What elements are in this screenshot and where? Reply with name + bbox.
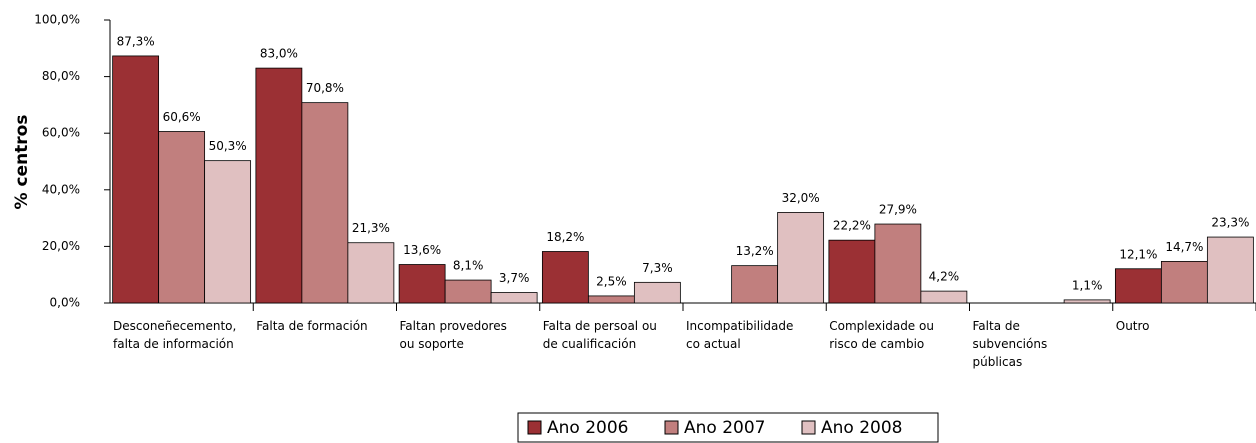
value-label: 13,2% [736, 244, 774, 258]
value-label: 14,7% [1165, 240, 1203, 254]
x-tick-label: Incompatibilidade co actual [686, 319, 793, 351]
bar [255, 67, 303, 304]
y-tick-label: 100,0% [34, 13, 80, 27]
bar [777, 212, 825, 304]
value-label: 32,0% [782, 191, 820, 205]
bar [1160, 260, 1208, 304]
value-label: 3,7% [499, 271, 530, 285]
value-label: 50,3% [209, 139, 247, 153]
value-label: 70,8% [306, 81, 344, 95]
bar [920, 290, 968, 304]
bar [587, 295, 635, 304]
x-tick-label: Complexidade ou risco de cambio [829, 319, 934, 351]
legend-box [517, 412, 939, 443]
x-tick-label: Outro [1116, 319, 1150, 333]
bar [158, 131, 206, 304]
value-label: 12,1% [1119, 247, 1157, 261]
legend-swatch [664, 420, 679, 435]
legend-label: Ano 2006 [547, 418, 628, 438]
bar [301, 102, 349, 304]
value-label: 22,2% [833, 219, 871, 233]
y-axis-label: % centros [12, 115, 32, 210]
value-label: 60,6% [163, 110, 201, 124]
bar [1063, 299, 1111, 304]
legend-swatch [527, 420, 542, 435]
y-tick-label: 40,0% [42, 182, 80, 196]
value-label: 7,3% [642, 261, 673, 275]
bar [204, 160, 252, 304]
y-tick-label: 20,0% [42, 239, 80, 253]
bar [112, 55, 160, 304]
value-label: 27,9% [879, 203, 917, 217]
value-label: 4,2% [929, 270, 960, 284]
value-label: 13,6% [403, 243, 441, 257]
x-tick-label: Falta de formación [256, 319, 367, 333]
value-label: 83,0% [260, 47, 298, 61]
y-tick-label: 0,0% [50, 296, 81, 310]
bar [398, 264, 446, 304]
bar [874, 223, 922, 304]
bar [490, 292, 538, 304]
legend-label: Ano 2007 [684, 418, 765, 438]
y-tick-label: 60,0% [42, 126, 80, 140]
bar [541, 251, 589, 304]
bar [1114, 268, 1162, 304]
value-label: 18,2% [546, 230, 584, 244]
bar [347, 242, 395, 304]
bar [444, 279, 492, 304]
bar [731, 265, 779, 304]
bar [1206, 236, 1254, 304]
x-tick-label: Desconeñecemento, falta de información [113, 319, 236, 351]
y-tick-label: 80,0% [42, 69, 80, 83]
value-label: 21,3% [352, 221, 390, 235]
value-label: 2,5% [596, 274, 627, 288]
value-label: 87,3% [117, 34, 155, 48]
x-tick-label: Falta de subvencións públicas [973, 319, 1048, 369]
x-tick-label: Faltan provedores ou soporte [400, 319, 507, 351]
bar [828, 239, 876, 304]
value-label: 8,1% [453, 259, 484, 273]
bar [633, 281, 681, 304]
value-label: 23,3% [1211, 216, 1249, 230]
legend-swatch [801, 420, 816, 435]
value-label: 1,1% [1072, 278, 1103, 292]
legend-label: Ano 2008 [821, 418, 902, 438]
x-tick-label: Falta de persoal ou de cualificación [543, 319, 657, 351]
